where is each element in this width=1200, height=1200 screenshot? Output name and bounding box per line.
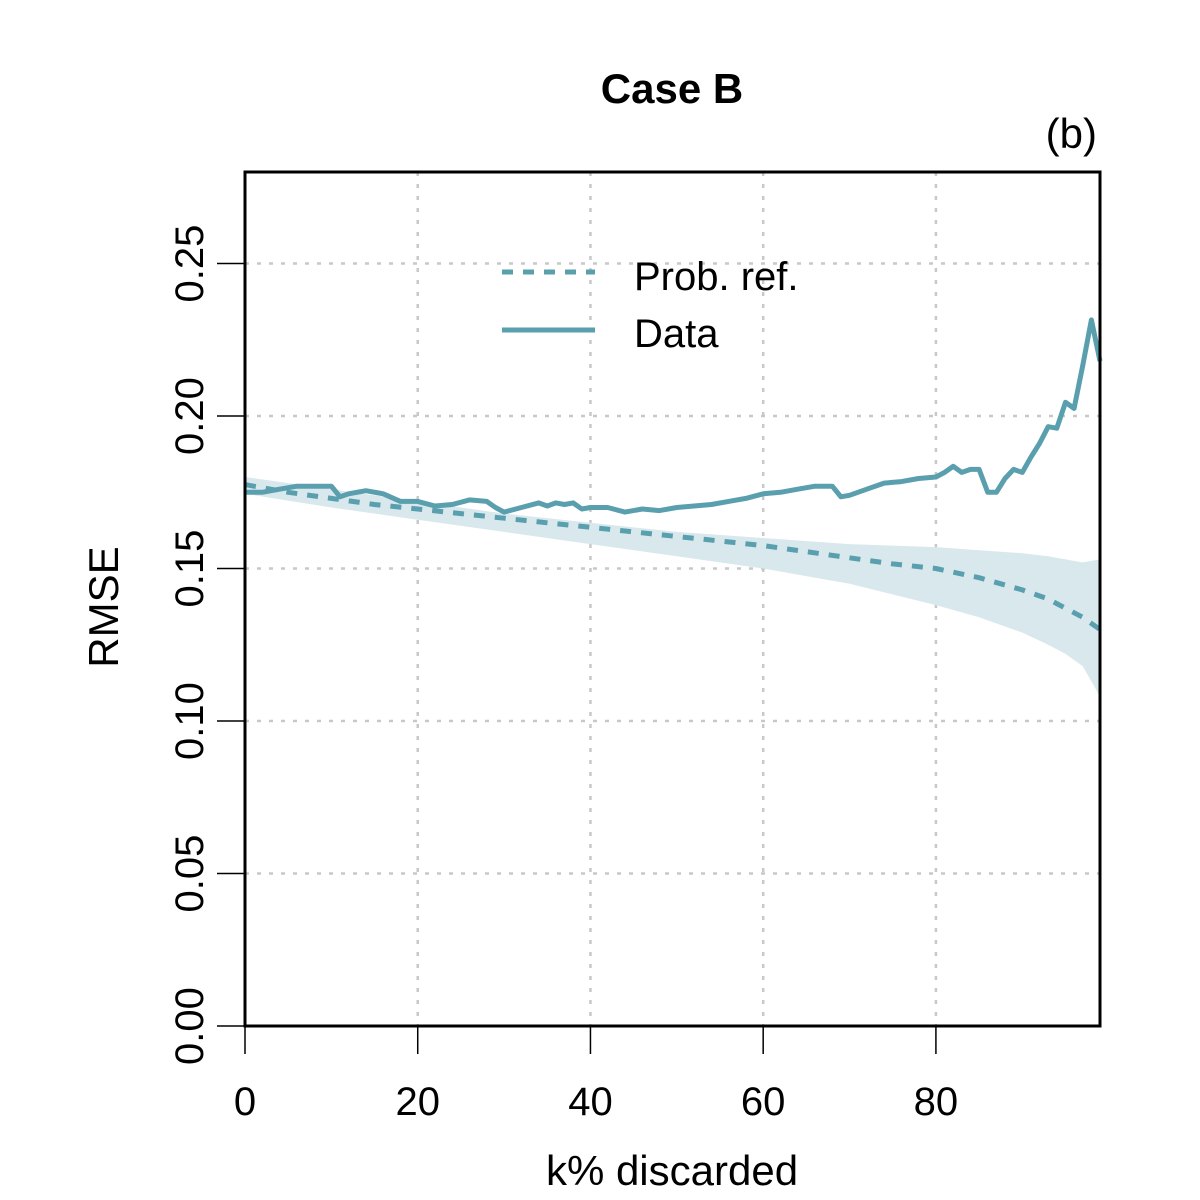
series-layer	[244, 317, 1103, 632]
legend: Prob. ref. Data	[502, 255, 799, 356]
panel-label: (b)	[1046, 110, 1097, 157]
x-tick-label: 80	[914, 1080, 959, 1124]
series-line-data	[245, 317, 1103, 515]
y-axis-label: RMSE	[80, 546, 127, 667]
x-tick-label: 20	[395, 1080, 440, 1124]
y-tick-label: 0.10	[168, 682, 212, 760]
y-tick-label: 0.25	[168, 225, 212, 303]
chart-title: Case B	[601, 65, 743, 112]
y-tick-label: 0.00	[168, 987, 212, 1065]
legend-label-prob-ref: Prob. ref.	[634, 255, 799, 299]
y-tick-label: 0.05	[168, 835, 212, 913]
y-axis: 0.00 0.05 0.10 0.15 0.20 0.25	[168, 225, 245, 1065]
legend-label-data: Data	[634, 312, 719, 356]
plot-frame	[243, 170, 1102, 1028]
x-axis-label: k% discarded	[546, 1147, 798, 1194]
y-tick-label: 0.15	[168, 530, 212, 608]
x-tick-label: 40	[568, 1080, 613, 1124]
x-axis: 0 20 40 60 80	[234, 1026, 958, 1124]
grid-lines	[245, 172, 1100, 1026]
x-tick-label: 60	[741, 1080, 786, 1124]
y-tick-label: 0.20	[168, 377, 212, 455]
x-tick-label: 0	[234, 1080, 256, 1124]
